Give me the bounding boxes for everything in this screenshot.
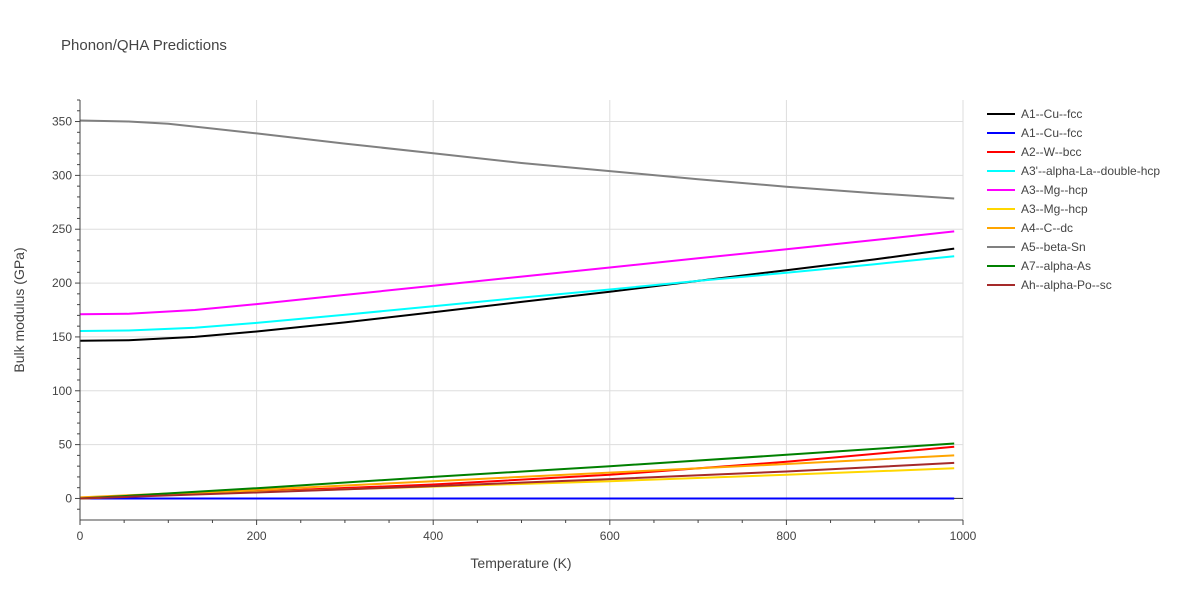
legend-item[interactable]: A7--alpha-As xyxy=(987,259,1091,273)
y-tick-label: 150 xyxy=(52,330,72,344)
x-tick-label: 0 xyxy=(77,529,84,543)
series-line-9 xyxy=(79,442,955,500)
series-line-5 xyxy=(79,230,955,316)
legend: A1--Cu--fcc A1--Cu--fcc A2--W--bcc A3'--alp… xyxy=(987,107,1160,292)
x-tick-label: 800 xyxy=(776,529,796,543)
legend-item[interactable]: A4--C--dc xyxy=(987,221,1073,235)
series-line-8 xyxy=(79,119,955,200)
legend-item[interactable]: A1--Cu--fcc xyxy=(987,126,1082,140)
legend-label: A3--Mg--hcp xyxy=(1021,202,1088,216)
legend-label: A3'--alpha-La--double-hcp xyxy=(1021,164,1160,178)
y-tick-label: 50 xyxy=(59,438,73,452)
x-tick-label: 1000 xyxy=(950,529,977,543)
series-line-10 xyxy=(79,461,955,500)
x-tick-label: 400 xyxy=(423,529,443,543)
legend-item[interactable]: A1--Cu--fcc xyxy=(987,107,1082,121)
y-tick-label: 300 xyxy=(52,168,72,182)
legend-label: A4--C--dc xyxy=(1021,221,1073,235)
legend-label: A3--Mg--hcp xyxy=(1021,183,1088,197)
y-tick-label: 200 xyxy=(52,276,72,290)
legend-label: A2--W--bcc xyxy=(1021,145,1081,159)
y-axis-title: Bulk modulus (GPa) xyxy=(11,247,27,372)
plot-area xyxy=(79,119,955,500)
legend-item[interactable]: A3'--alpha-La--double-hcp xyxy=(987,164,1160,178)
legend-item[interactable]: A3--Mg--hcp xyxy=(987,202,1088,216)
legend-label: A5--beta-Sn xyxy=(1021,240,1086,254)
y-tick-label: 0 xyxy=(65,491,72,505)
legend-item[interactable]: A5--beta-Sn xyxy=(987,240,1086,254)
chart-title: Phonon/QHA Predictions xyxy=(61,37,227,54)
y-tick-label: 350 xyxy=(52,115,72,129)
legend-label: A1--Cu--fcc xyxy=(1021,107,1082,121)
legend-label: A1--Cu--fcc xyxy=(1021,126,1082,140)
y-tick-label: 100 xyxy=(52,384,72,398)
series-line-1 xyxy=(79,247,955,342)
x-tick-label: 600 xyxy=(600,529,620,543)
y-tick-label: 250 xyxy=(52,222,72,236)
axes: 0 200 400 600 800 1000 0 50 100 150 200 250 300 350 xyxy=(52,99,977,543)
x-tick-label: 200 xyxy=(247,529,267,543)
legend-item[interactable]: A2--W--bcc xyxy=(987,145,1081,159)
legend-item[interactable]: Ah--alpha-Po--sc xyxy=(987,278,1112,292)
legend-item[interactable]: A3--Mg--hcp xyxy=(987,183,1088,197)
legend-label: Ah--alpha-Po--sc xyxy=(1021,278,1112,292)
legend-label: A7--alpha-As xyxy=(1021,259,1091,273)
series-line-4 xyxy=(79,255,955,332)
x-axis-title: Temperature (K) xyxy=(470,555,571,571)
